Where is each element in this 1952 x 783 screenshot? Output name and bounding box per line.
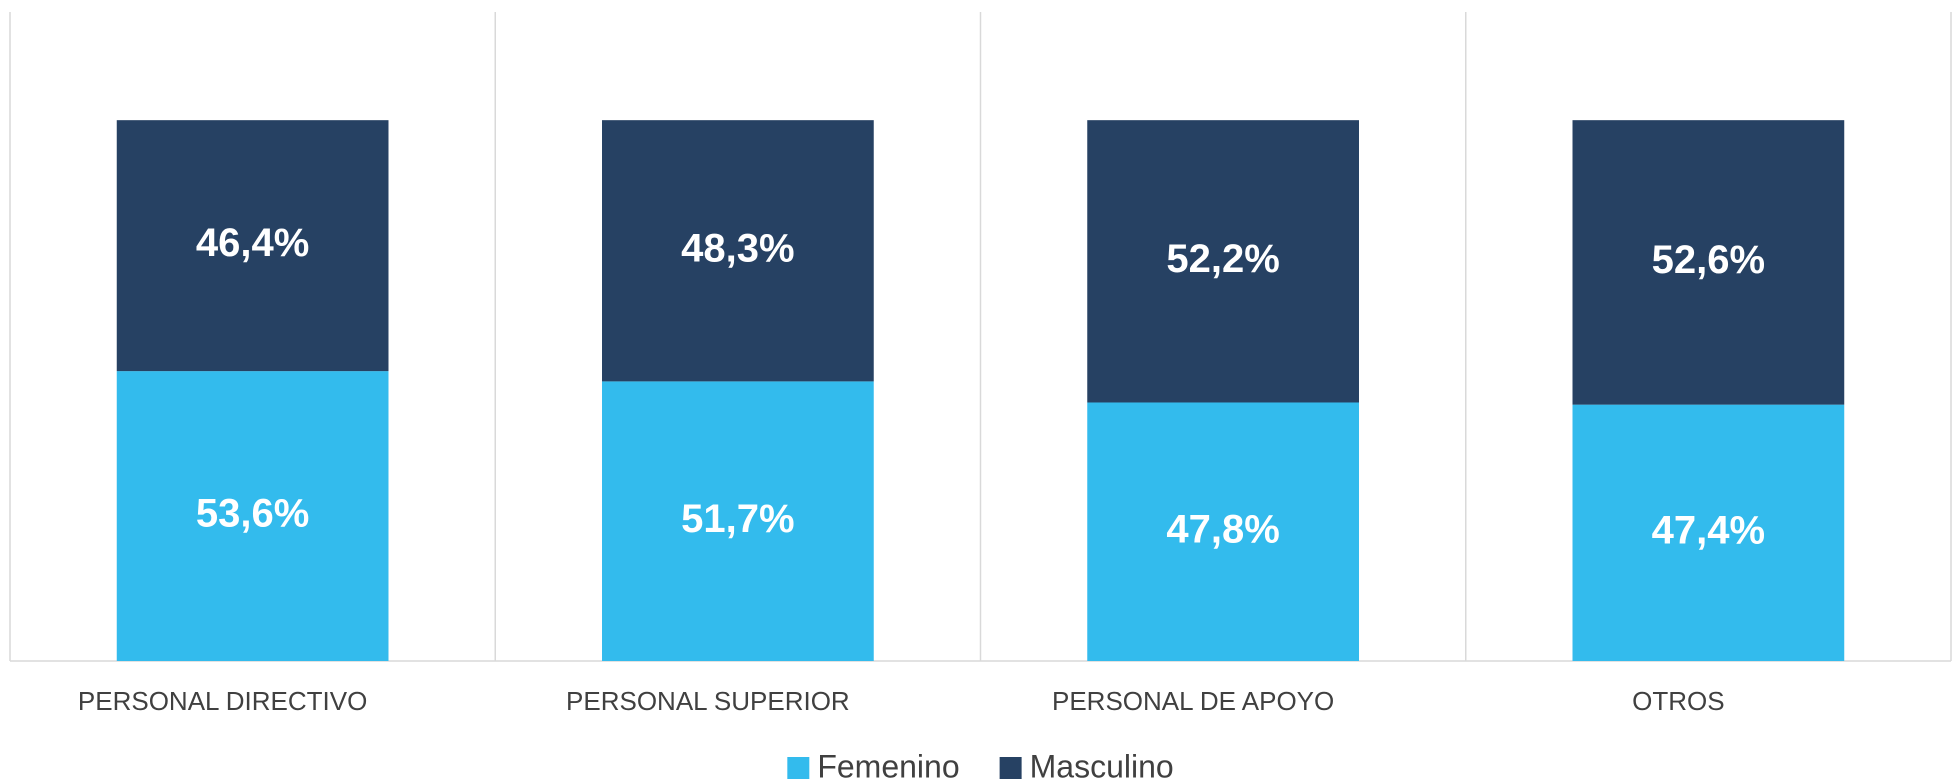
legend-swatch bbox=[999, 757, 1022, 779]
value-label: 47,8% bbox=[1166, 507, 1279, 551]
bar-segment bbox=[1087, 402, 1359, 661]
bar-segment bbox=[602, 381, 874, 661]
legend-label: Femenino bbox=[817, 748, 959, 783]
value-label: 51,7% bbox=[681, 497, 794, 541]
x-tick-label: PERSONAL DIRECTIVO bbox=[78, 686, 367, 716]
value-label: 48,3% bbox=[681, 226, 794, 270]
bar-segment bbox=[1087, 120, 1359, 403]
value-label: 52,6% bbox=[1652, 238, 1765, 282]
x-tick-label: OTROS bbox=[1632, 686, 1724, 716]
value-label: 46,4% bbox=[196, 221, 309, 265]
value-label: 47,4% bbox=[1652, 508, 1765, 552]
bar-segment bbox=[1572, 120, 1845, 405]
bar-segment bbox=[116, 120, 389, 372]
legend-swatch bbox=[787, 757, 810, 779]
bar-segment bbox=[1572, 404, 1845, 661]
bar-segment bbox=[602, 120, 874, 382]
legend-label: Masculino bbox=[1030, 748, 1174, 783]
value-label: 53,6% bbox=[196, 492, 309, 536]
x-tick-label: PERSONAL DE APOYO bbox=[1052, 686, 1334, 716]
x-tick-label: PERSONAL SUPERIOR bbox=[566, 686, 850, 716]
bar-segment bbox=[116, 371, 389, 661]
value-label: 52,2% bbox=[1166, 237, 1279, 281]
